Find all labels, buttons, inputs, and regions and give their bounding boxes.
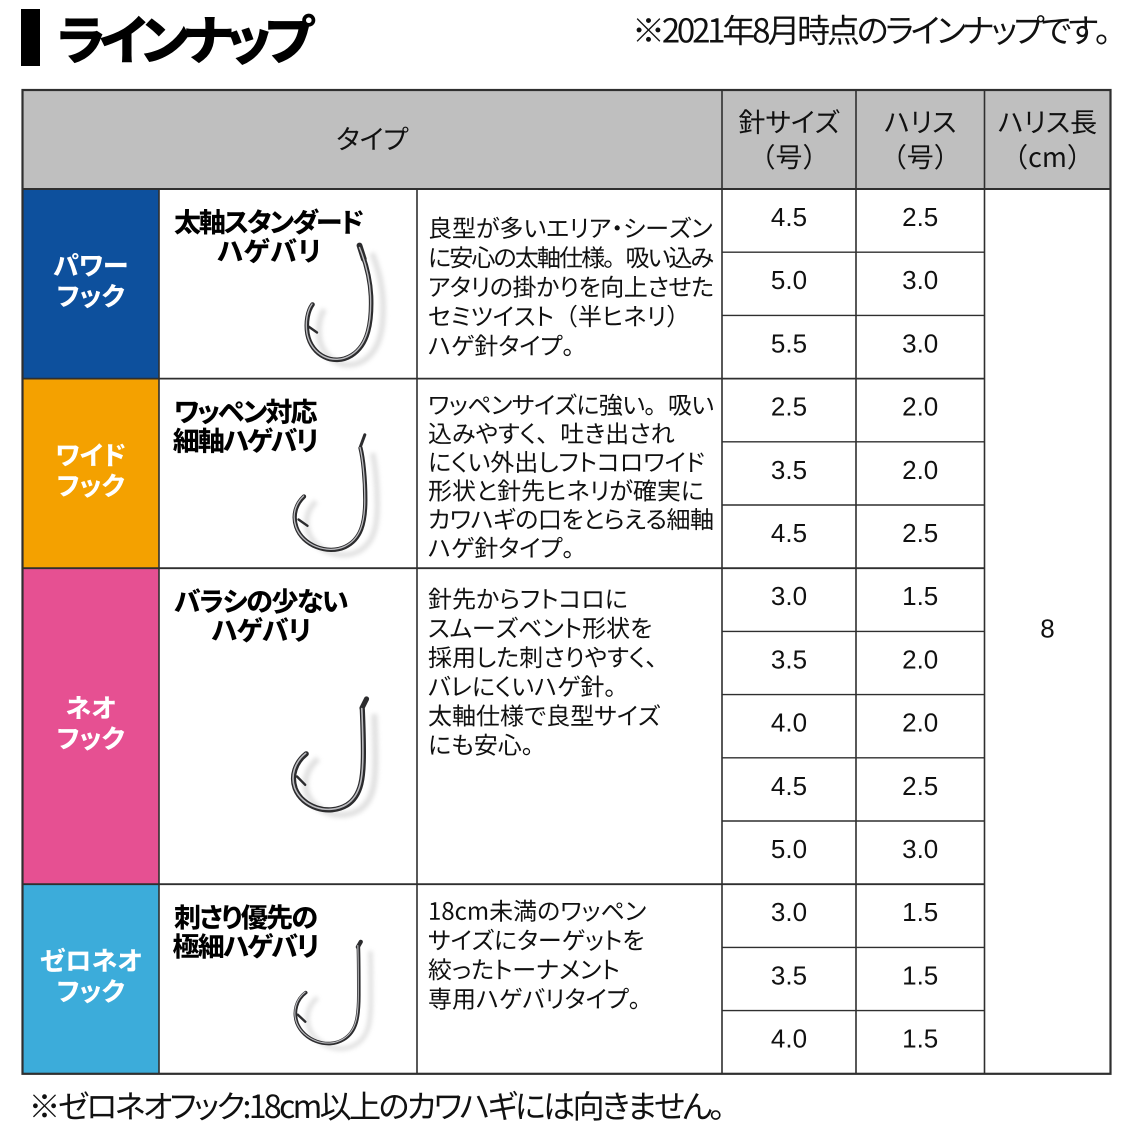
svg-text:1.5: 1.5 <box>902 960 938 990</box>
svg-text:3.0: 3.0 <box>902 328 938 358</box>
svg-text:3.5: 3.5 <box>771 960 807 990</box>
svg-text:8: 8 <box>1040 614 1054 644</box>
svg-text:3.0: 3.0 <box>902 834 938 864</box>
svg-text:2.5: 2.5 <box>902 518 938 548</box>
svg-text:3.5: 3.5 <box>771 644 807 674</box>
svg-text:5.0: 5.0 <box>771 265 807 295</box>
svg-text:2.5: 2.5 <box>771 392 807 422</box>
svg-text:5.0: 5.0 <box>771 834 807 864</box>
svg-text:2.0: 2.0 <box>902 644 938 674</box>
svg-text:2.0: 2.0 <box>902 455 938 485</box>
svg-text:1.5: 1.5 <box>902 1024 938 1054</box>
svg-text:2.0: 2.0 <box>902 708 938 738</box>
svg-text:4.5: 4.5 <box>771 771 807 801</box>
svg-text:1.5: 1.5 <box>902 897 938 927</box>
svg-text:2.5: 2.5 <box>902 202 938 232</box>
svg-text:4.5: 4.5 <box>771 202 807 232</box>
svg-text:3.0: 3.0 <box>771 897 807 927</box>
svg-text:4.5: 4.5 <box>771 518 807 548</box>
svg-text:3.5: 3.5 <box>771 455 807 485</box>
svg-text:3.0: 3.0 <box>771 581 807 611</box>
svg-text:5.5: 5.5 <box>771 328 807 358</box>
svg-text:1.5: 1.5 <box>902 581 938 611</box>
svg-text:4.0: 4.0 <box>771 708 807 738</box>
svg-text:2.5: 2.5 <box>902 771 938 801</box>
svg-text:3.0: 3.0 <box>902 265 938 295</box>
svg-text:2.0: 2.0 <box>902 392 938 422</box>
svg-text:4.0: 4.0 <box>771 1024 807 1054</box>
